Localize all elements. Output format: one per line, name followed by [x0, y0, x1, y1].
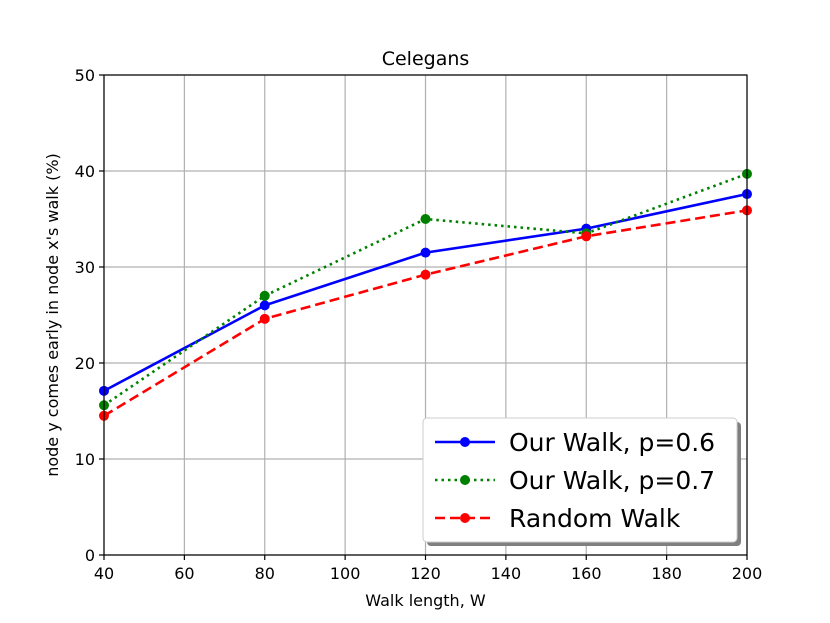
data-point	[581, 231, 592, 242]
legend-swatch-marker	[460, 475, 470, 485]
legend-label: Our Walk, p=0.7	[509, 466, 715, 495]
data-point	[420, 269, 431, 280]
x-tick-label: 100	[330, 564, 361, 583]
ticks: 40 60 80 100 120 140 160 180 200 0 10 20 30 40 50	[75, 66, 763, 583]
series-2	[99, 168, 752, 411]
legend-box	[422, 417, 738, 543]
x-tick-label: 160	[571, 564, 602, 583]
legend-label: Random Walk	[509, 504, 681, 533]
y-tick-label: 30	[75, 258, 95, 277]
legend-item: Our Walk, p=0.6	[435, 428, 715, 457]
y-tick-label: 20	[75, 354, 95, 373]
series-1	[99, 189, 752, 396]
x-tick-label: 180	[651, 564, 682, 583]
series-3	[99, 205, 752, 421]
legend-swatch-marker	[460, 513, 470, 523]
x-tick-label: 140	[491, 564, 522, 583]
legend-item: Our Walk, p=0.7	[435, 466, 715, 495]
data-point	[420, 247, 431, 258]
y-tick-label: 0	[85, 546, 95, 565]
x-tick-label: 80	[255, 564, 275, 583]
data-point	[420, 214, 431, 224]
x-axis-label: Walk length, W	[365, 591, 486, 610]
y-axis-label: node y comes early in node x's walk (%)	[43, 153, 62, 477]
x-tick-label: 60	[174, 564, 194, 583]
x-tick-label: 120	[410, 564, 441, 583]
series-group	[99, 168, 752, 421]
legend-item: Random Walk	[435, 504, 681, 533]
y-tick-label: 10	[75, 450, 95, 469]
legend-label: Our Walk, p=0.6	[509, 428, 715, 457]
x-tick-label: 40	[94, 564, 114, 583]
data-point	[259, 300, 270, 311]
chart-title: Celegans	[382, 48, 470, 70]
legend-swatch-marker	[460, 437, 470, 447]
legend: Our Walk, p=0.6 Our Walk, p=0.7 Random Wal…	[422, 417, 741, 546]
y-tick-label: 50	[75, 66, 95, 85]
x-tick-label: 200	[732, 564, 763, 583]
data-point	[259, 290, 270, 301]
data-point	[259, 313, 270, 324]
y-tick-label: 40	[75, 162, 95, 181]
